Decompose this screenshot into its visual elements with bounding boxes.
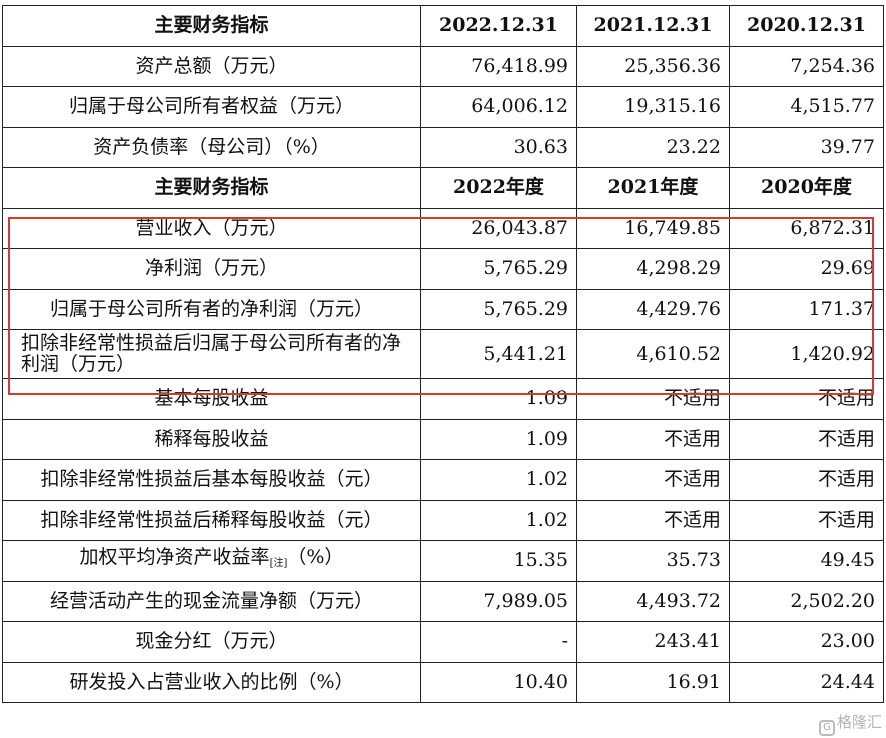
table-row: 研发投入占营业收入的比例（%） 10.40 16.91 24.44: [2, 661, 884, 703]
cell-2020: 7,254.36: [729, 45, 884, 87]
cell-2021: 35.73: [576, 540, 730, 582]
watermark: G 格隆汇: [818, 711, 882, 736]
row-label: 现金分红（万元）: [2, 621, 421, 663]
cell-2021: 不适用: [576, 378, 730, 420]
header-col-2020: 2020.12.31: [729, 5, 884, 47]
cell-2020: 不适用: [729, 418, 884, 460]
cell-2020: 不适用: [729, 499, 884, 541]
row-label: 加权平均净资产收益率[注]（%）: [2, 540, 421, 582]
table-row: 扣除非经常性损益后稀释每股收益（元） 1.02 不适用 不适用: [2, 499, 884, 541]
table-row: 归属于母公司所有者权益（万元） 64,006.12 19,315.16 4,51…: [2, 86, 884, 128]
row-label: 扣除非经常性损益后基本每股收益（元）: [2, 459, 421, 501]
cell-2021: 4,493.72: [576, 580, 730, 622]
cell-2020: 不适用: [729, 459, 884, 501]
row-label: 资产负债率（母公司）（%）: [2, 126, 421, 168]
table-row: 资产总额（万元） 76,418.99 25,356.36 7,254.36: [2, 45, 884, 87]
cell-2020: 不适用: [729, 378, 884, 420]
table-row: 稀释每股收益 1.09 不适用 不适用: [2, 418, 884, 460]
cell-2020: 171.37: [729, 288, 884, 330]
cell-2022: -: [420, 621, 577, 663]
cell-2020: 24.44: [729, 661, 884, 703]
cell-2020: 39.77: [729, 126, 884, 168]
row-label: 营业收入（万元）: [2, 207, 421, 249]
cell-2022: 7,989.05: [420, 580, 577, 622]
row-label-unit: （%）: [287, 546, 344, 569]
watermark-text: 格隆汇: [836, 713, 882, 731]
cell-2021: 16.91: [576, 661, 730, 703]
cell-2021: 不适用: [576, 499, 730, 541]
row-label: 扣除非经常性损益后归属于母公司所有者的净利润（万元）: [2, 329, 421, 379]
table-row: 加权平均净资产收益率[注]（%） 15.35 35.73 49.45: [2, 540, 884, 582]
cell-2021: 不适用: [576, 459, 730, 501]
cell-2021: 4,610.52: [576, 329, 730, 379]
row-label: 扣除非经常性损益后稀释每股收益（元）: [2, 499, 421, 541]
cell-2022: 76,418.99: [420, 45, 577, 87]
cell-2022: 15.35: [420, 540, 577, 582]
cell-2020: 1,420.92: [729, 329, 884, 379]
table-row: 净利润（万元） 5,765.29 4,298.29 29.69: [2, 248, 884, 290]
cell-2021: 不适用: [576, 418, 730, 460]
cell-2021: 4,298.29: [576, 248, 730, 290]
table-row: 归属于母公司所有者的净利润（万元） 5,765.29 4,429.76 171.…: [2, 288, 884, 330]
cell-2022: 10.40: [420, 661, 577, 703]
cell-2021: 19,315.16: [576, 86, 730, 128]
cell-2020: 23.00: [729, 621, 884, 663]
cell-2022: 30.63: [420, 126, 577, 168]
row-label-text: 加权平均净资产收益率: [79, 546, 270, 569]
cell-2022: 5,441.21: [420, 329, 577, 379]
row-label: 稀释每股收益: [2, 418, 421, 460]
header-row-fiscal-year: 主要财务指标 2022年度 2021年度 2020年度: [2, 167, 884, 209]
cell-2021: 16,749.85: [576, 207, 730, 249]
cell-2022: 1.09: [420, 378, 577, 420]
cell-2021: 243.41: [576, 621, 730, 663]
cell-2022: 1.02: [420, 499, 577, 541]
header-col-2022: 2022.12.31: [420, 5, 577, 47]
table-row: 营业收入（万元） 26,043.87 16,749.85 6,872.31: [2, 207, 884, 249]
cell-2021: 23.22: [576, 126, 730, 168]
row-label: 基本每股收益: [2, 378, 421, 420]
row-label: 净利润（万元）: [2, 248, 421, 290]
financial-indicators-table: 主要财务指标 2022.12.31 2021.12.31 2020.12.31 …: [2, 5, 884, 703]
table-row: 基本每股收益 1.09 不适用 不适用: [2, 378, 884, 420]
table-row: 资产负债率（母公司）（%） 30.63 23.22 39.77: [2, 126, 884, 168]
header-label: 主要财务指标: [2, 5, 421, 47]
row-label: 归属于母公司所有者的净利润（万元）: [2, 288, 421, 330]
row-label: 归属于母公司所有者权益（万元）: [2, 86, 421, 128]
cell-2022: 1.02: [420, 459, 577, 501]
cell-2020: 29.69: [729, 248, 884, 290]
header-col-2021: 2021.12.31: [576, 5, 730, 47]
cell-2022: 1.09: [420, 418, 577, 460]
cell-2022: 64,006.12: [420, 86, 577, 128]
cell-2022: 5,765.29: [420, 288, 577, 330]
cell-2020: 4,515.77: [729, 86, 884, 128]
table-row: 现金分红（万元） - 243.41 23.00: [2, 621, 884, 663]
table-row: 扣除非经常性损益后基本每股收益（元） 1.02 不适用 不适用: [2, 459, 884, 501]
cell-2020: 49.45: [729, 540, 884, 582]
table-row: 经营活动产生的现金流量净额（万元） 7,989.05 4,493.72 2,50…: [2, 580, 884, 622]
cell-2020: 2,502.20: [729, 580, 884, 622]
header-row-period-end: 主要财务指标 2022.12.31 2021.12.31 2020.12.31: [2, 5, 884, 47]
header-col-2022: 2022年度: [420, 167, 577, 209]
row-label: 资产总额（万元）: [2, 45, 421, 87]
gelonghui-logo-icon: G: [818, 720, 835, 736]
row-label: 研发投入占营业收入的比例（%）: [2, 661, 421, 703]
row-label: 经营活动产生的现金流量净额（万元）: [2, 580, 421, 622]
cell-2021: 4,429.76: [576, 288, 730, 330]
cell-2021: 25,356.36: [576, 45, 730, 87]
footnote-marker: [注]: [269, 558, 288, 570]
cell-2022: 26,043.87: [420, 207, 577, 249]
header-col-2020: 2020年度: [729, 167, 884, 209]
cell-2020: 6,872.31: [729, 207, 884, 249]
header-col-2021: 2021年度: [576, 167, 730, 209]
cell-2022: 5,765.29: [420, 248, 577, 290]
table-row: 扣除非经常性损益后归属于母公司所有者的净利润（万元） 5,441.21 4,61…: [2, 329, 884, 379]
header-label: 主要财务指标: [2, 167, 421, 209]
